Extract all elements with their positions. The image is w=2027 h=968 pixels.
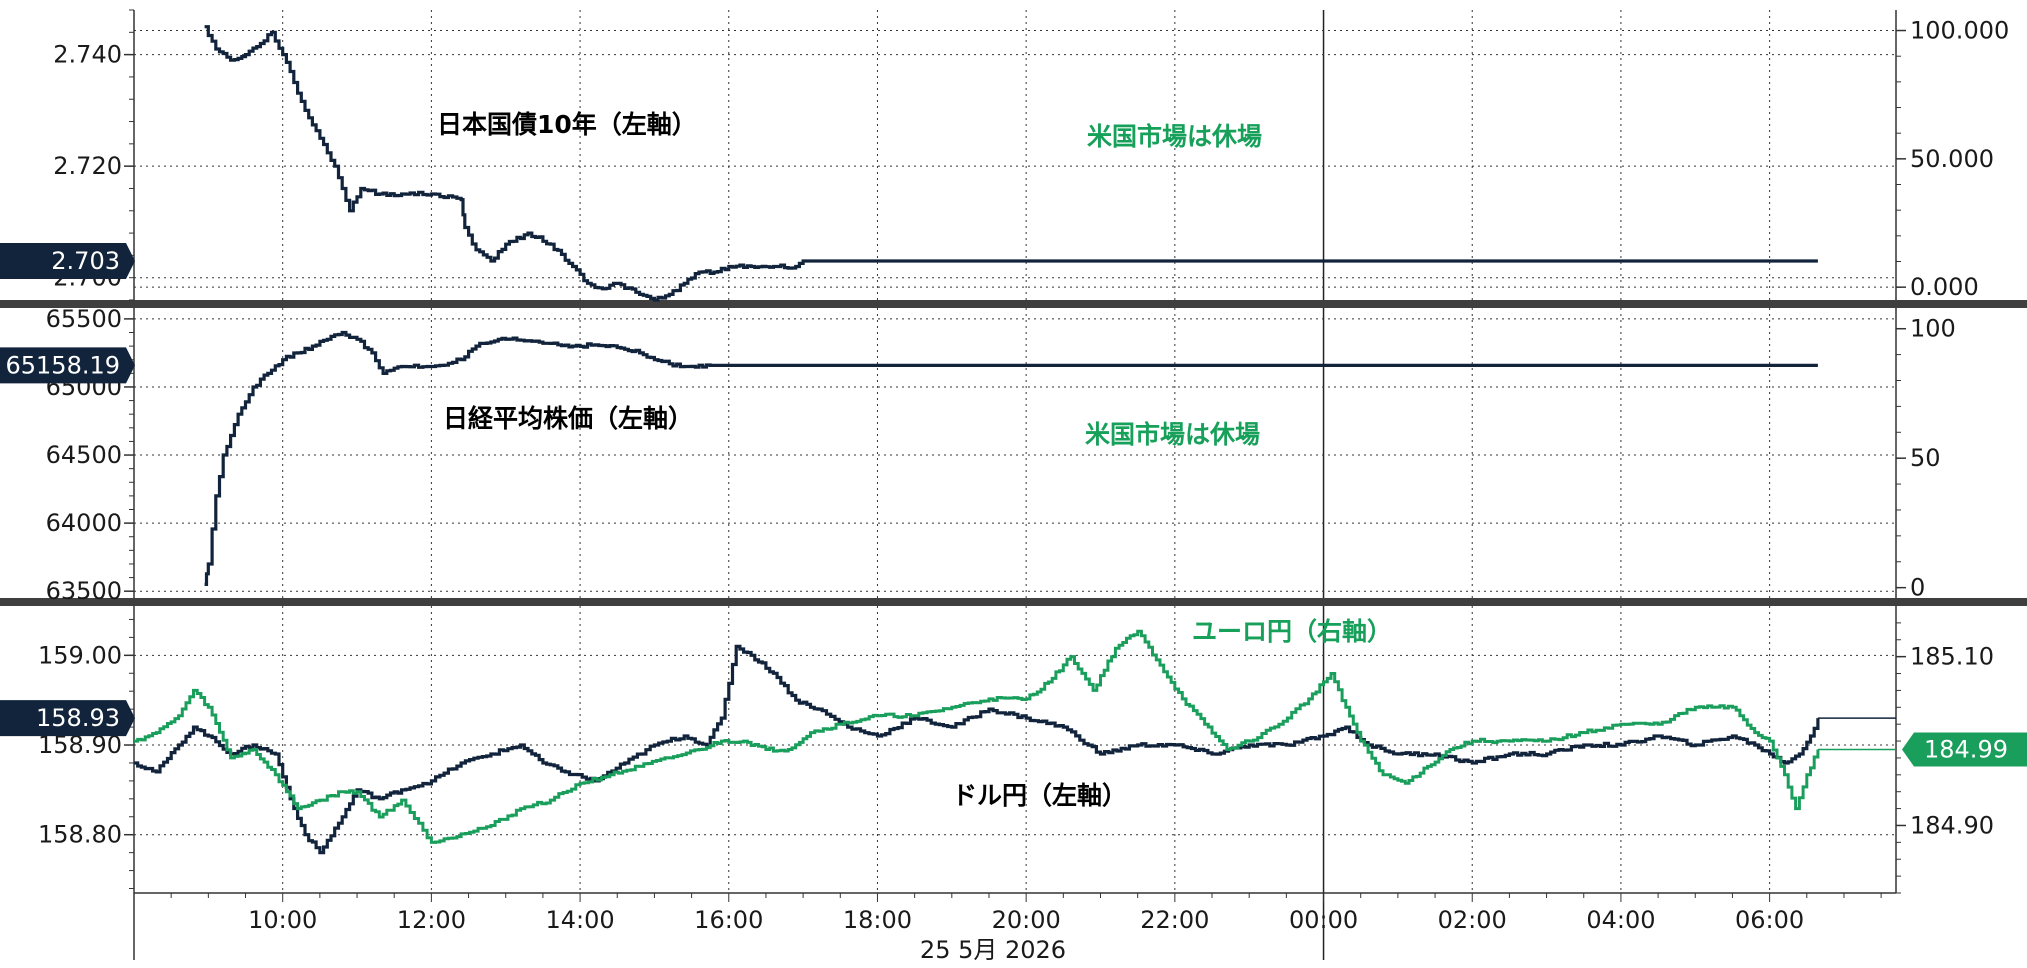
x-tick-label: 02:00 — [1438, 906, 1507, 934]
x-tick-label: 14:00 — [545, 906, 614, 934]
series-line-left — [134, 644, 1820, 855]
x-tick-labels: 10:00 12:00 14:00 16:00 18:00 20:00 22:00 00:00… — [248, 906, 1804, 934]
last-value-tag-usdjpy-text: 158.93 — [36, 704, 120, 732]
frame-layer — [0, 10, 2027, 960]
series-layer — [134, 25, 1896, 855]
annotation-us-holiday-middle: 米国市場は休場 — [1085, 420, 1260, 449]
y-right-tick-label: 185.10 — [1910, 643, 1994, 671]
annotation-nikkei: 日経平均株価（左軸） — [443, 404, 693, 433]
y-left-tick-label: 64000 — [46, 509, 122, 537]
y-left-tick-label: 65500 — [46, 305, 122, 333]
tick-layer: 2.7402.720100.00050.0000.0002.7006550065… — [38, 9, 2009, 902]
y-right-tick-label: 50 — [1910, 444, 1941, 472]
y-right-tick-label: 100 — [1910, 315, 1956, 343]
panel-separator-1 — [0, 300, 2027, 308]
y-right-tick-label: 0 — [1910, 574, 1925, 602]
y-left-tick-label: 64500 — [46, 441, 122, 469]
last-value-tag-nikkei-text: 65158.19 — [5, 351, 120, 379]
x-tick-label: 04:00 — [1586, 906, 1655, 934]
series-line-left — [204, 330, 1818, 586]
last-value-tag-eurjpy-text: 184.99 — [1924, 736, 2008, 764]
last-value-tag-jgb — [0, 242, 135, 279]
x-tick-label: 10:00 — [248, 906, 317, 934]
y-left-tick-label: 63500 — [46, 577, 122, 605]
tag-layer: 2.703 65158.19 158.93 184.99 — [0, 242, 2027, 767]
y-right-tick-label: 184.90 — [1910, 811, 1994, 839]
series-line-left — [204, 25, 1818, 302]
last-value-tag-eurjpy — [1902, 732, 2027, 767]
annotation-us-holiday-top: 米国市場は休場 — [1087, 122, 1262, 151]
y-left-tick-label: 2.720 — [53, 152, 122, 180]
last-value-tag-nikkei — [0, 347, 135, 384]
x-axis-date-label: 25 5月 2026 — [920, 936, 1066, 964]
last-value-tag-jgb-text: 2.703 — [51, 247, 120, 275]
x-tick-label: 06:00 — [1735, 906, 1804, 934]
annotation-eurjpy: ユーロ円（右軸） — [1192, 617, 1392, 646]
x-tick-label: 22:00 — [1140, 906, 1209, 934]
panel-separator-2 — [0, 598, 2027, 606]
y-left-tick-label: 159.00 — [38, 641, 122, 669]
y-right-tick-label: 50.000 — [1910, 145, 1994, 173]
y-left-tick-label: 158.80 — [38, 821, 122, 849]
x-tick-label: 18:00 — [843, 906, 912, 934]
x-tick-label: 20:00 — [992, 906, 1061, 934]
x-tick-label: 16:00 — [694, 906, 763, 934]
annotation-usdjpy: ドル円（左軸） — [952, 781, 1127, 810]
y-right-tick-label: 100.000 — [1910, 17, 2009, 45]
y-left-tick-label: 2.740 — [53, 41, 122, 69]
x-tick-label: 00:00 — [1289, 906, 1358, 934]
x-tick-label: 12:00 — [397, 906, 466, 934]
y-right-tick-label: 0.000 — [1910, 273, 1979, 301]
grid-layer — [134, 10, 1896, 960]
last-value-tag-usdjpy — [0, 700, 135, 737]
annotation-jgb10y: 日本国債10年（左軸） — [437, 110, 697, 139]
series-line-right — [134, 629, 1820, 844]
